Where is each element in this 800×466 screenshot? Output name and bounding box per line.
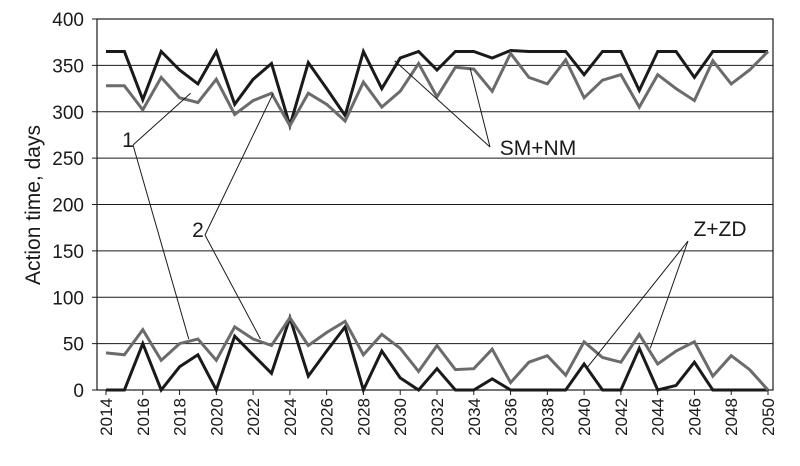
leader-line-sm-nm — [469, 68, 491, 148]
annotations: 1 2 SM+NM Z+ZD — [122, 60, 747, 368]
y-tick-label: 100 — [52, 288, 84, 309]
x-tick-label: 2034 — [465, 398, 484, 436]
y-axis-label: Action time, days — [22, 125, 45, 285]
x-tick-label: 2018 — [171, 398, 190, 436]
series-line-4 — [105, 314, 770, 392]
x-tick-label: 2024 — [281, 398, 300, 436]
series-lines — [105, 47, 770, 395]
y-tick-label: 50 — [63, 335, 84, 356]
y-tick-label: 400 — [52, 10, 84, 31]
annotation-label-2: 2 — [192, 219, 204, 242]
x-tick-label: 2022 — [244, 398, 263, 436]
series-line-2 — [106, 50, 770, 129]
x-tick-label: 2016 — [134, 398, 153, 436]
annotation-label-sm-nm: SM+NM — [500, 137, 576, 160]
y-tick-label: 150 — [52, 242, 84, 263]
y-tick-label: 350 — [52, 56, 84, 77]
annotation-label-z-zd: Z+ZD — [693, 218, 746, 241]
leader-line-1 — [132, 92, 191, 146]
leader-line-2 — [204, 92, 274, 236]
x-tick-label: 2048 — [722, 398, 741, 436]
x-tick-label: 2036 — [502, 398, 521, 436]
x-tick-labels: 2014 2016 2018 2020 2022 2024 2026 2028 2030 2032… — [97, 390, 778, 436]
y-tick-labels: 0 50 100 150 200 250 300 350 400 — [52, 10, 97, 402]
x-tick-label: 2032 — [428, 398, 447, 436]
series-line-3 — [106, 312, 768, 395]
leader-line-2 — [204, 234, 261, 340]
x-tick-label: 2030 — [391, 398, 410, 436]
x-tick-label: 2046 — [685, 398, 704, 436]
x-tick-label: 2038 — [538, 398, 557, 436]
y-tick-label: 0 — [73, 381, 84, 402]
x-tick-label: 2042 — [612, 398, 631, 436]
x-tick-label: 2044 — [649, 398, 668, 436]
leader-line-sm-nm — [394, 60, 491, 148]
leader-line-z-zd — [649, 240, 689, 349]
x-tick-label: 2028 — [354, 398, 373, 436]
x-tick-label: 2020 — [207, 398, 226, 436]
x-tick-label: 2014 — [97, 398, 116, 436]
y-tick-label: 200 — [52, 196, 84, 217]
grid-lines — [97, 18, 773, 391]
leader-line-1 — [132, 144, 190, 340]
y-tick-label: 250 — [52, 149, 84, 170]
series-line-1 — [106, 47, 768, 132]
x-tick-label: 2026 — [318, 398, 337, 436]
y-tick-label: 300 — [52, 103, 84, 124]
leader-line-z-zd — [587, 240, 689, 368]
x-tick-label: 2050 — [759, 398, 778, 436]
x-tick-label: 2040 — [575, 398, 594, 436]
annotation-label-1: 1 — [122, 129, 134, 152]
